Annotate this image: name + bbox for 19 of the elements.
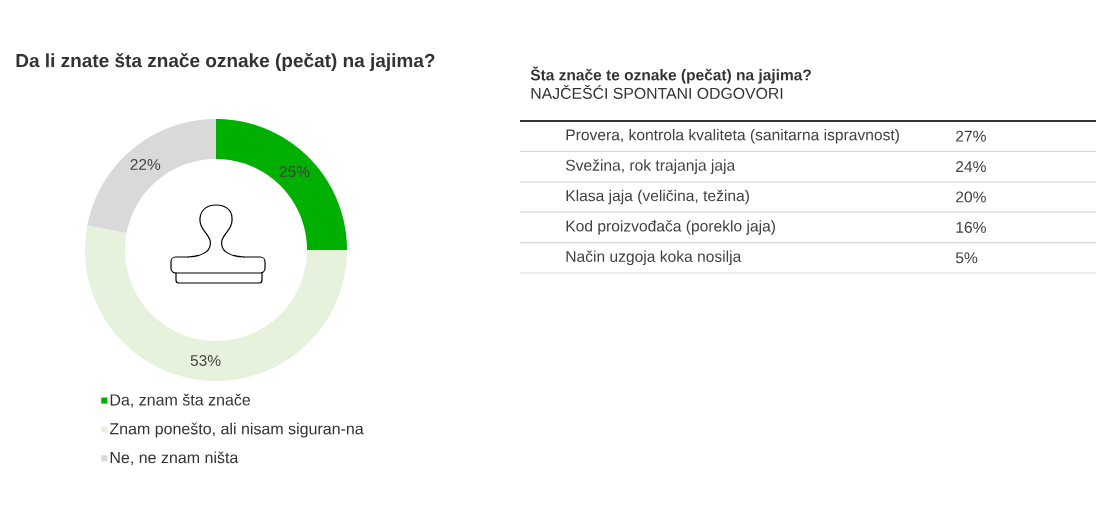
data-label: 25% xyxy=(279,166,310,177)
text: NAJČEŠĆI SPONTANI ODGOVORI xyxy=(531,85,783,99)
legend-label: Znam ponešto, ali nisam siguran-na xyxy=(109,422,364,438)
category-label: Kod proizvođača (poreklo jaja) xyxy=(566,220,775,235)
data-label: 27% xyxy=(956,130,986,142)
data-label: 22% xyxy=(130,159,161,170)
category-label: Klasa jaja (veličina, težina) xyxy=(566,189,749,205)
category-label: Način uzgoja koka nosilja xyxy=(566,250,742,266)
text: Šta znače te oznake (pečat) na jajima? xyxy=(530,66,811,84)
legend-label: Da, znam šta znače xyxy=(110,393,251,408)
legend-label: Ne, ne znam ništa xyxy=(110,451,239,466)
category-label: Svežina, rok trajanja jaja xyxy=(565,159,736,174)
chart-title: Da li znate šta znače oznake (pečat) na jajima? xyxy=(16,52,435,72)
category-label: Provera, kontrola kvaliteta (sanitarna ispravnost) xyxy=(566,128,899,144)
data-label: 16% xyxy=(956,221,986,233)
data-label: 20% xyxy=(956,191,986,203)
data-label: 53% xyxy=(190,355,221,366)
data-label: 5% xyxy=(955,252,978,264)
data-label: 24% xyxy=(956,161,986,173)
